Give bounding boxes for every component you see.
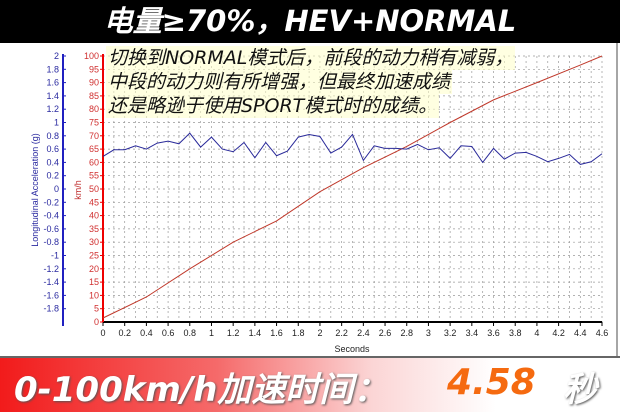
y-right-tick-label: 95: [89, 64, 99, 74]
y-right-tick-label: 35: [89, 224, 99, 234]
x-tick-label: 2: [317, 328, 322, 338]
y-right-tick-label: 50: [89, 184, 99, 194]
y-right-tick-label: 70: [89, 131, 99, 141]
y-left-tick-label: 0: [54, 184, 59, 194]
annotation-line: 还是略逊于使用SPORT模式时的成绩。: [106, 94, 439, 118]
y-left-tick-label: -1.8: [43, 304, 59, 314]
result-banner: 0-100km/h加速时间： 4.58 秒: [0, 356, 620, 412]
y-right-tick-label: 85: [89, 91, 99, 101]
y-right-tick-label: 80: [89, 104, 99, 114]
x-tick-label: 3.2: [444, 328, 457, 338]
y-left-tick-label: 2: [54, 51, 59, 61]
x-tick-label: 3.4: [466, 328, 479, 338]
x-tick-label: 0.8: [184, 328, 197, 338]
x-tick-label: 4.2: [552, 328, 565, 338]
page-title: 电量≥70%，HEV+NORMAL: [0, 0, 620, 43]
x-tick-label: 0.4: [140, 328, 153, 338]
banner-unit: 秒: [563, 362, 597, 411]
x-tick-label: 0.2: [118, 328, 131, 338]
x-tick-label: 0.6: [162, 328, 175, 338]
y-left-tick-label: 1.8: [46, 64, 59, 74]
y-left-tick-label: -1.2: [43, 264, 59, 274]
y-right-tick-label: 100: [84, 51, 99, 61]
x-tick-label: 3.6: [487, 328, 500, 338]
y-left-tick-label: -1: [51, 251, 59, 261]
x-axis-title: Seconds: [334, 344, 370, 354]
x-tick-label: 1.6: [270, 328, 283, 338]
x-tick-label: 1.2: [227, 328, 240, 338]
y-left-axis-title: Longitudinal Acceleration (g): [30, 133, 40, 247]
y-left-tick-label: 0.6: [46, 144, 59, 154]
x-tick-label: 2.6: [379, 328, 392, 338]
y-left-tick-label: -0.2: [43, 197, 59, 207]
x-tick-label: 4.6: [596, 328, 609, 338]
y-right-tick-label: 65: [89, 144, 99, 154]
y-right-tick-label: 15: [89, 277, 99, 287]
x-tick-label: 2.2: [335, 328, 348, 338]
banner-label: 0-100km/h加速时间：: [14, 362, 387, 411]
y-left-tick-label: 1: [54, 118, 59, 128]
y-right-tick-label: 20: [89, 264, 99, 274]
x-tick-label: 3.8: [509, 328, 522, 338]
y-right-tick-label: 25: [89, 251, 99, 261]
x-tick-label: 4.4: [574, 328, 587, 338]
y-left-tick-label: -0.8: [43, 237, 59, 247]
x-tick-label: 4: [534, 328, 539, 338]
annotation: 切换到NORMAL模式后，前段的动力稍有减弱， 中段的动力则有所增强，但最终加速…: [106, 46, 515, 118]
annotation-line: 中段的动力则有所增强，但最终加速成绩: [106, 70, 452, 94]
y-right-tick-label: 90: [89, 78, 99, 88]
y-left-tick-label: -1.4: [43, 277, 59, 287]
annotation-line: 切换到NORMAL模式后，前段的动力稍有减弱，: [106, 46, 515, 70]
banner-value: 4.58: [447, 362, 536, 403]
y-right-tick-label: 0: [94, 317, 99, 327]
y-right-tick-label: 60: [89, 157, 99, 167]
y-right-tick-label: 45: [89, 197, 99, 207]
y-right-tick-label: 10: [89, 290, 99, 300]
x-tick-label: 1: [209, 328, 214, 338]
x-tick-label: 1.8: [292, 328, 305, 338]
y-right-tick-label: 40: [89, 211, 99, 221]
x-tick-label: 3: [426, 328, 431, 338]
y-left-tick-label: 1.2: [46, 104, 59, 114]
y-right-tick-label: 75: [89, 118, 99, 128]
y-left-tick-label: 0.4: [46, 157, 59, 167]
x-tick-label: 2.4: [357, 328, 370, 338]
x-tick-label: 0: [100, 328, 105, 338]
y-right-tick-label: 30: [89, 237, 99, 247]
y-left-tick-label: 1.4: [46, 91, 59, 101]
x-tick-label: 1.4: [249, 328, 262, 338]
y-left-tick-label: -0.4: [43, 211, 59, 221]
x-tick-label: 2.8: [400, 328, 413, 338]
y-left-tick-label: 1.6: [46, 78, 59, 88]
y-left-tick-label: -1.6: [43, 290, 59, 300]
y-right-axis-title: km/h: [73, 180, 83, 200]
y-left-tick-label: 0.2: [46, 171, 59, 181]
y-right-tick-label: 55: [89, 171, 99, 181]
y-left-tick-label: -0.6: [43, 224, 59, 234]
y-left-tick-label: 0.8: [46, 131, 59, 141]
y-right-tick-label: 5: [94, 304, 99, 314]
